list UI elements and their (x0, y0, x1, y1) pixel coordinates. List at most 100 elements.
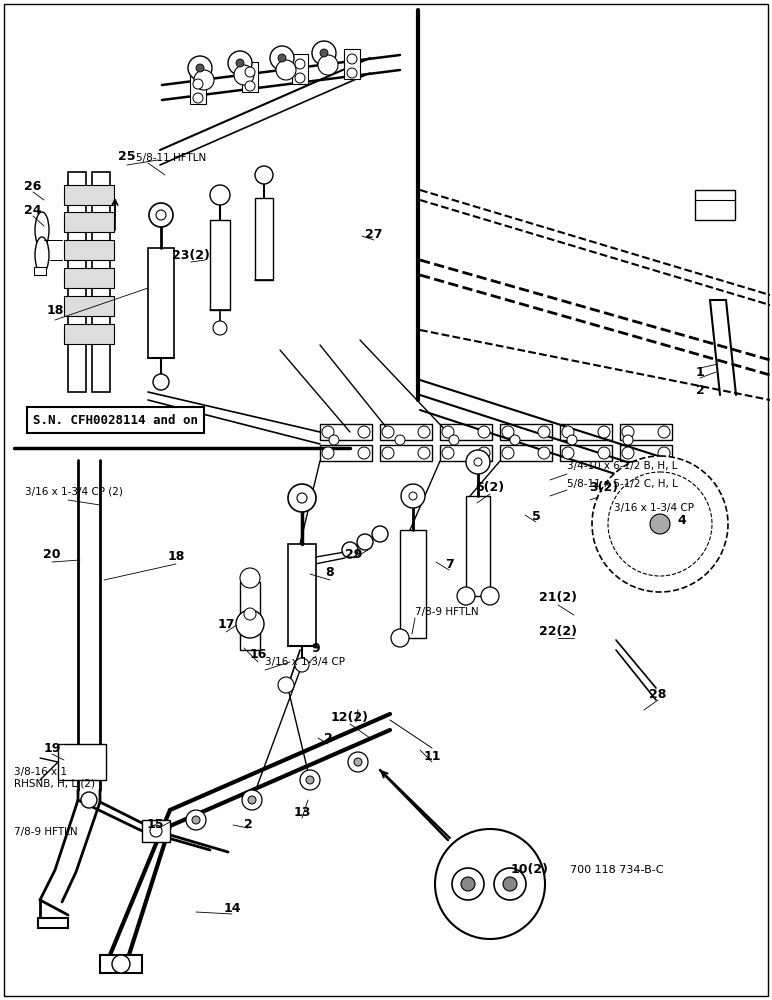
Circle shape (658, 426, 670, 438)
Circle shape (248, 796, 256, 804)
Circle shape (306, 776, 314, 784)
Bar (500, 445, 552, 461)
Circle shape (186, 810, 206, 830)
Bar (560, 424, 612, 440)
Circle shape (318, 55, 338, 75)
Circle shape (278, 677, 294, 693)
Circle shape (510, 435, 520, 445)
Circle shape (312, 41, 336, 65)
Circle shape (474, 458, 482, 466)
Bar (38, 918, 68, 928)
Text: 3/16 x 1-3/4 CP (2): 3/16 x 1-3/4 CP (2) (25, 487, 123, 497)
Text: 18: 18 (46, 304, 63, 316)
Text: 21(2): 21(2) (539, 591, 577, 604)
Bar (288, 544, 316, 646)
Circle shape (502, 447, 514, 459)
Circle shape (112, 955, 130, 973)
Text: 16: 16 (249, 648, 266, 660)
Bar (620, 424, 672, 440)
Bar (560, 445, 612, 461)
Text: 5/8-11 x 5-1/2 C, H, L: 5/8-11 x 5-1/2 C, H, L (567, 479, 678, 489)
Text: 7: 7 (445, 558, 453, 570)
Bar (34, 267, 46, 275)
Text: 19: 19 (43, 742, 61, 754)
Circle shape (562, 447, 574, 459)
Circle shape (347, 68, 357, 78)
Text: 13: 13 (293, 806, 310, 818)
Bar (400, 530, 426, 638)
Circle shape (358, 426, 370, 438)
Bar (210, 220, 230, 310)
Text: 2: 2 (323, 732, 333, 744)
Bar (142, 820, 170, 842)
Circle shape (538, 426, 550, 438)
Circle shape (466, 450, 490, 474)
Circle shape (358, 447, 370, 459)
Circle shape (295, 73, 305, 83)
Circle shape (297, 493, 307, 503)
Circle shape (194, 70, 214, 90)
Bar (466, 496, 490, 596)
Text: 6(2): 6(2) (476, 482, 505, 494)
Bar (380, 445, 432, 461)
Circle shape (452, 868, 484, 900)
Circle shape (418, 426, 430, 438)
Text: 24: 24 (24, 204, 42, 217)
Bar (380, 424, 432, 440)
Bar (58, 744, 106, 780)
Circle shape (228, 51, 252, 75)
Circle shape (240, 568, 260, 588)
Bar (292, 54, 308, 84)
Bar (100, 955, 142, 973)
Circle shape (276, 60, 296, 80)
Circle shape (382, 447, 394, 459)
Circle shape (622, 447, 634, 459)
Circle shape (478, 447, 490, 459)
Text: 3/16 x 1-3/4 CP: 3/16 x 1-3/4 CP (265, 657, 345, 667)
Circle shape (244, 608, 256, 620)
Circle shape (442, 426, 454, 438)
Circle shape (320, 49, 328, 57)
Text: 25: 25 (118, 150, 136, 163)
Circle shape (435, 829, 545, 939)
Bar (64, 268, 114, 288)
Circle shape (300, 770, 320, 790)
Text: 5/8-11 HFTLN: 5/8-11 HFTLN (136, 153, 206, 163)
Circle shape (149, 203, 173, 227)
Circle shape (193, 93, 203, 103)
Circle shape (270, 46, 294, 70)
Circle shape (150, 825, 162, 837)
Text: 22(2): 22(2) (539, 626, 577, 639)
Circle shape (192, 816, 200, 824)
Bar (440, 445, 492, 461)
Bar (620, 445, 672, 461)
Circle shape (598, 447, 610, 459)
Circle shape (503, 877, 517, 891)
Bar (440, 424, 492, 440)
Circle shape (567, 435, 577, 445)
Bar (64, 240, 114, 260)
Circle shape (478, 426, 490, 438)
Circle shape (622, 426, 634, 438)
Circle shape (401, 484, 425, 508)
Circle shape (598, 426, 610, 438)
Circle shape (245, 67, 255, 77)
Bar (190, 74, 206, 104)
Circle shape (153, 374, 169, 390)
Text: 17: 17 (217, 617, 235, 631)
Text: 27: 27 (365, 228, 383, 240)
Text: 26: 26 (24, 180, 42, 192)
Circle shape (372, 526, 388, 542)
Circle shape (382, 426, 394, 438)
Text: 14: 14 (223, 902, 241, 914)
Circle shape (255, 166, 273, 184)
Text: 10(2): 10(2) (511, 863, 549, 876)
Text: 2: 2 (696, 383, 704, 396)
Circle shape (322, 447, 334, 459)
Text: 20: 20 (43, 548, 61, 560)
Circle shape (322, 426, 334, 438)
Bar (255, 198, 273, 280)
Circle shape (562, 426, 574, 438)
Bar (68, 172, 86, 392)
Text: 18: 18 (168, 550, 185, 562)
